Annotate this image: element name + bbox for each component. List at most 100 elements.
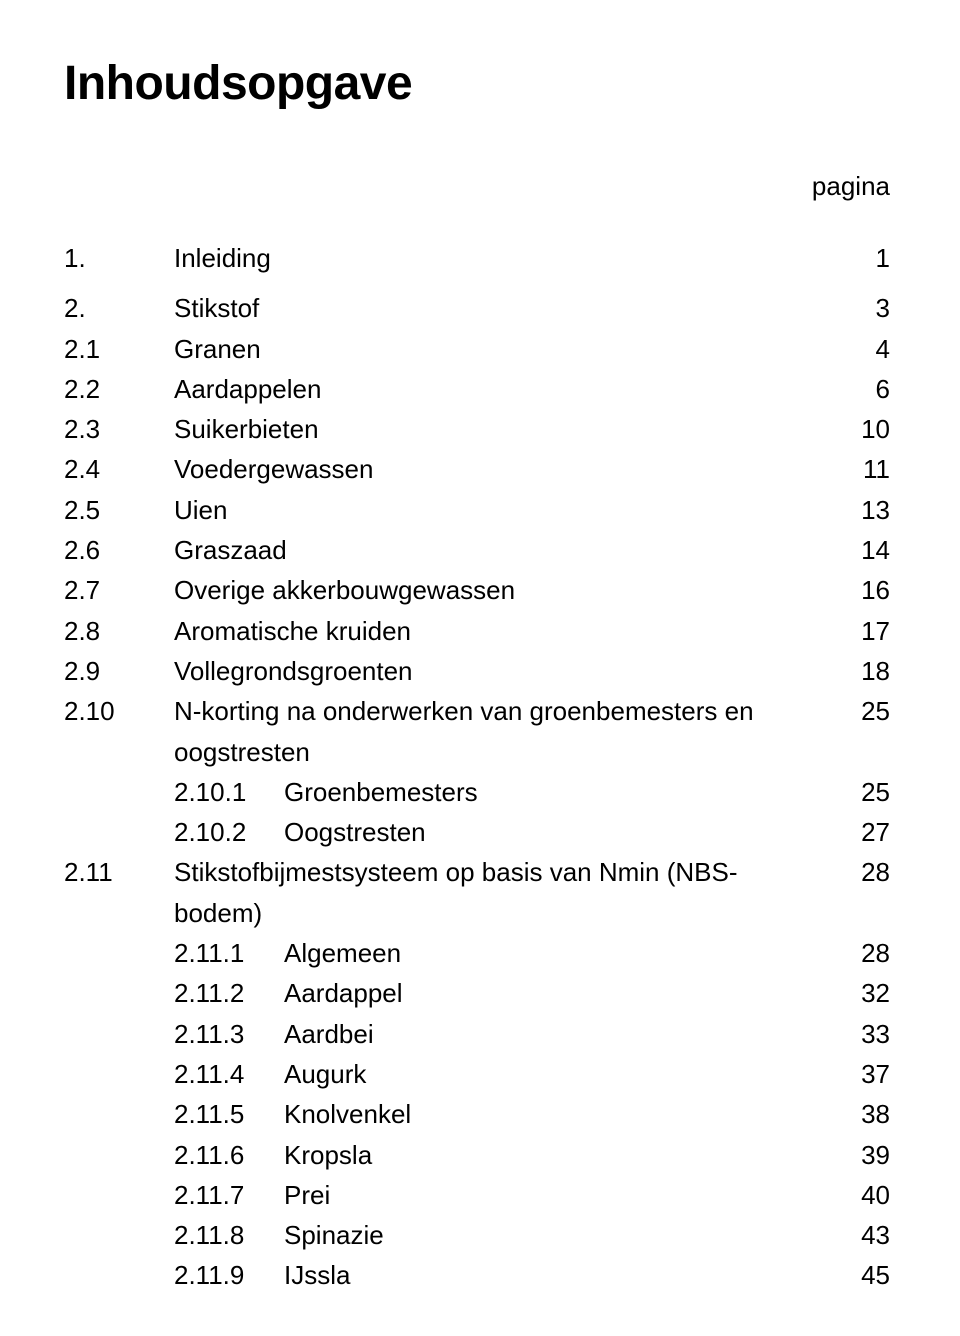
toc-number: 2.4 bbox=[64, 449, 174, 489]
toc-title: Algemeen bbox=[284, 933, 810, 973]
toc-title: Voedergewassen bbox=[174, 449, 810, 489]
toc-title: Graszaad bbox=[174, 530, 810, 570]
toc-row: 2.1Granen4 bbox=[64, 329, 896, 369]
toc-number: 2.11.8 bbox=[64, 1215, 284, 1255]
toc-title: Knolvenkel bbox=[284, 1094, 810, 1134]
toc-number: 2.11.6 bbox=[64, 1135, 284, 1175]
toc-title: Overige akkerbouwgewassen bbox=[174, 570, 810, 610]
toc-number: 2.11.2 bbox=[64, 973, 284, 1013]
column-header-page: pagina bbox=[64, 171, 896, 202]
toc-row: 2.11.6Kropsla39 bbox=[64, 1135, 896, 1175]
toc-page-number: 38 bbox=[810, 1094, 896, 1134]
toc-title: Aromatische kruiden bbox=[174, 611, 810, 651]
toc-title: Vollegrondsgroenten bbox=[174, 651, 810, 691]
toc-number: 2.1 bbox=[64, 329, 174, 369]
toc-row: 2.Stikstof3 bbox=[64, 288, 896, 328]
toc-row: 2.7Overige akkerbouwgewassen16 bbox=[64, 570, 896, 610]
toc-title: Stikstofbijmestsysteem op basis van Nmin… bbox=[174, 852, 810, 933]
toc-title: Suikerbieten bbox=[174, 409, 810, 449]
toc-title: Kropsla bbox=[284, 1135, 810, 1175]
toc-row: 2.4Voedergewassen11 bbox=[64, 449, 896, 489]
toc-spacer bbox=[64, 278, 896, 288]
toc-title: Stikstof bbox=[174, 288, 810, 328]
toc-title: Prei bbox=[284, 1175, 810, 1215]
toc-number: 2.5 bbox=[64, 490, 174, 530]
toc-number: 2.11.7 bbox=[64, 1175, 284, 1215]
toc-number: 2.10.1 bbox=[64, 772, 284, 812]
toc-page-number: 33 bbox=[810, 1014, 896, 1054]
toc-row: 2.6Graszaad14 bbox=[64, 530, 896, 570]
toc-page-number: 18 bbox=[810, 651, 896, 691]
toc-page-number: 16 bbox=[810, 570, 896, 610]
toc-page-number: 13 bbox=[810, 490, 896, 530]
toc-title: Groenbemesters bbox=[284, 772, 810, 812]
toc-page-number: 4 bbox=[810, 329, 896, 369]
toc-row: 2.11.9IJssla45 bbox=[64, 1255, 896, 1295]
toc-number: 2.11.3 bbox=[64, 1014, 284, 1054]
toc-row: 2.11.4Augurk37 bbox=[64, 1054, 896, 1094]
toc-row: 2.11.2Aardappel32 bbox=[64, 973, 896, 1013]
toc-row: 1.Inleiding1 bbox=[64, 238, 896, 278]
toc-page-number: 32 bbox=[810, 973, 896, 1013]
toc-page-number: 1 bbox=[810, 238, 896, 278]
page-title: Inhoudsopgave bbox=[64, 56, 896, 111]
toc-page-number: 11 bbox=[810, 449, 896, 489]
toc-page-number: 6 bbox=[810, 369, 896, 409]
toc-number: 2.11 bbox=[64, 852, 174, 933]
toc-row: 2.11Stikstofbijmestsysteem op basis van … bbox=[64, 852, 896, 933]
page-container: Inhoudsopgave pagina 1.Inleiding12.Stiks… bbox=[0, 0, 960, 1336]
toc-number: 2.11.1 bbox=[64, 933, 284, 973]
toc-number: 2.11.4 bbox=[64, 1054, 284, 1094]
toc-number: 2.10 bbox=[64, 691, 174, 772]
toc-page-number: 25 bbox=[810, 691, 896, 772]
table-of-contents: 1.Inleiding12.Stikstof32.1Granen42.2Aard… bbox=[64, 238, 896, 1296]
toc-title: Aardappel bbox=[284, 973, 810, 1013]
toc-title: Aardbei bbox=[284, 1014, 810, 1054]
toc-title: Oogstresten bbox=[284, 812, 810, 852]
toc-page-number: 28 bbox=[810, 852, 896, 933]
toc-page-number: 10 bbox=[810, 409, 896, 449]
toc-page-number: 27 bbox=[810, 812, 896, 852]
toc-page-number: 39 bbox=[810, 1135, 896, 1175]
toc-row: 2.9Vollegrondsgroenten18 bbox=[64, 651, 896, 691]
toc-row: 2.8Aromatische kruiden17 bbox=[64, 611, 896, 651]
toc-number: 1. bbox=[64, 238, 174, 278]
toc-page-number: 43 bbox=[810, 1215, 896, 1255]
toc-row: 2.11.3Aardbei33 bbox=[64, 1014, 896, 1054]
toc-number: 2. bbox=[64, 288, 174, 328]
toc-page-number: 28 bbox=[810, 933, 896, 973]
toc-number: 2.11.5 bbox=[64, 1094, 284, 1134]
toc-title: Inleiding bbox=[174, 238, 810, 278]
toc-title: Spinazie bbox=[284, 1215, 810, 1255]
toc-number: 2.11.9 bbox=[64, 1255, 284, 1295]
toc-page-number: 40 bbox=[810, 1175, 896, 1215]
toc-row: 2.11.1Algemeen28 bbox=[64, 933, 896, 973]
toc-number: 2.9 bbox=[64, 651, 174, 691]
toc-title: Augurk bbox=[284, 1054, 810, 1094]
toc-row: 2.11.5Knolvenkel38 bbox=[64, 1094, 896, 1134]
toc-page-number: 37 bbox=[810, 1054, 896, 1094]
toc-number: 2.6 bbox=[64, 530, 174, 570]
toc-title: Uien bbox=[174, 490, 810, 530]
toc-number: 2.3 bbox=[64, 409, 174, 449]
toc-row: 2.3Suikerbieten10 bbox=[64, 409, 896, 449]
toc-page-number: 25 bbox=[810, 772, 896, 812]
toc-title: Granen bbox=[174, 329, 810, 369]
toc-title: IJssla bbox=[284, 1255, 810, 1295]
toc-row: 2.5Uien13 bbox=[64, 490, 896, 530]
toc-row: 2.11.8Spinazie43 bbox=[64, 1215, 896, 1255]
toc-row: 2.11.7Prei40 bbox=[64, 1175, 896, 1215]
toc-row: 2.2Aardappelen6 bbox=[64, 369, 896, 409]
toc-number: 2.7 bbox=[64, 570, 174, 610]
toc-number: 2.2 bbox=[64, 369, 174, 409]
toc-number: 2.10.2 bbox=[64, 812, 284, 852]
toc-row: 2.10.1Groenbemesters25 bbox=[64, 772, 896, 812]
toc-page-number: 14 bbox=[810, 530, 896, 570]
toc-title: N-korting na onderwerken van groenbemest… bbox=[174, 691, 810, 772]
toc-page-number: 17 bbox=[810, 611, 896, 651]
toc-title: Aardappelen bbox=[174, 369, 810, 409]
toc-row: 2.10N-korting na onderwerken van groenbe… bbox=[64, 691, 896, 772]
toc-number: 2.8 bbox=[64, 611, 174, 651]
toc-page-number: 45 bbox=[810, 1255, 896, 1295]
toc-page-number: 3 bbox=[810, 288, 896, 328]
